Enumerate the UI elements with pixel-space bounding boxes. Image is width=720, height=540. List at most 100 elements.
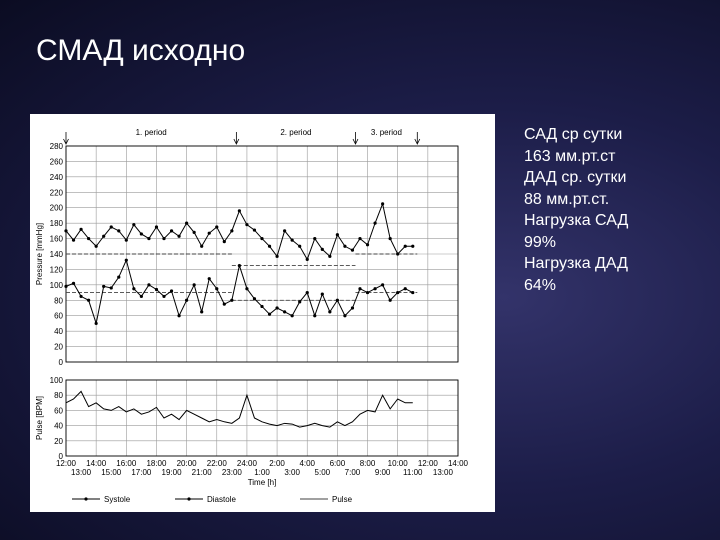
- systole-point: [335, 233, 339, 237]
- time-tick-label: 14:00: [86, 459, 107, 468]
- systole-point: [147, 236, 151, 241]
- period-marker-arrowhead: [233, 138, 240, 145]
- legend-diastole-label: Diastole: [207, 495, 236, 504]
- pressure-y-tick: 240: [50, 173, 64, 182]
- diastole-point: [132, 287, 136, 291]
- time-tick-label: 13:00: [71, 468, 92, 477]
- pressure-y-tick: 280: [50, 142, 64, 151]
- time-tick-label: 2:00: [269, 459, 285, 468]
- diastole-point: [230, 298, 234, 302]
- pressure-y-tick: 160: [50, 235, 64, 244]
- time-tick-label: 9:00: [375, 468, 391, 477]
- diastole-point: [139, 294, 143, 299]
- systole-point: [388, 236, 392, 241]
- pressure-y-axis-label: Pressure [mmHg]: [35, 223, 44, 285]
- period-label: 1. period: [136, 128, 167, 137]
- summary-line: Нагрузка САД: [524, 212, 629, 229]
- pulse-y-tick: 60: [54, 406, 63, 415]
- time-tick-label: 3:00: [284, 468, 300, 477]
- systole-point: [185, 221, 189, 225]
- pulse-y-tick: 0: [59, 452, 64, 461]
- time-tick-label: 13:00: [433, 468, 454, 477]
- systole-point: [222, 240, 226, 244]
- time-tick-label: 23:00: [222, 468, 243, 477]
- systole-point: [215, 225, 219, 229]
- diastole-point: [109, 286, 113, 290]
- diastole-point: [237, 263, 241, 268]
- summary-line: 88 мм.рт.ст.: [524, 190, 610, 208]
- systole-point: [64, 229, 68, 233]
- systole-point: [373, 221, 377, 225]
- diastole-point: [388, 298, 392, 302]
- systole-point: [396, 252, 400, 256]
- pulse-y-tick: 100: [50, 376, 64, 385]
- time-tick-label: 15:00: [101, 468, 122, 477]
- diastole-point: [365, 290, 370, 295]
- systole-point: [350, 248, 355, 252]
- legend-diastole-marker: [187, 497, 191, 501]
- pressure-y-tick: 0: [59, 358, 64, 367]
- pressure-y-tick: 60: [54, 312, 63, 321]
- diastole-point: [154, 287, 159, 292]
- diastole-point: [305, 290, 309, 295]
- time-tick-label: 16:00: [116, 459, 137, 468]
- systole-point: [139, 232, 143, 236]
- diastole-point: [222, 302, 226, 306]
- summary-line: 99%: [524, 233, 557, 251]
- time-axis-label: Time [h]: [248, 478, 277, 487]
- pressure-y-tick: 140: [50, 250, 64, 259]
- time-tick-label: 19:00: [162, 468, 183, 477]
- diastole-point: [252, 297, 257, 301]
- diastole-point: [87, 298, 91, 302]
- slide-title: СМАД исходно: [36, 34, 246, 67]
- diastole-point: [117, 275, 121, 279]
- time-tick-label: 12:00: [56, 459, 77, 468]
- systole-point: [230, 229, 234, 233]
- systole-point: [177, 234, 181, 238]
- pressure-y-tick: 260: [50, 157, 64, 166]
- diastole-point: [200, 310, 204, 314]
- diastole-point: [328, 310, 332, 314]
- diastole-point: [373, 287, 377, 291]
- summary-line: 163 мм.рт.ст: [524, 147, 616, 165]
- pulse-y-tick: 20: [54, 437, 63, 446]
- abpm-chart: 0 20 40 60 80 100 120 140 160 180 200 220 240 260 280 0…: [30, 114, 495, 512]
- systole-point: [109, 225, 113, 229]
- time-tick-label: 22:00: [207, 459, 228, 468]
- systole-point: [283, 229, 287, 233]
- time-tick-label: 1:00: [254, 468, 270, 477]
- pressure-y-tick: 180: [50, 219, 64, 228]
- time-tick-label: 11:00: [403, 468, 423, 477]
- diastole-point: [396, 290, 400, 295]
- summary-line: ДАД ср. сутки: [524, 169, 627, 186]
- time-tick-label: 7:00: [345, 468, 361, 477]
- diastole-point: [290, 314, 294, 318]
- time-tick-label: 12:00: [418, 459, 439, 468]
- systole-point: [328, 254, 332, 258]
- diastole-point: [94, 321, 98, 326]
- diastole-point: [215, 287, 219, 291]
- pulse-y-tick: 80: [54, 391, 63, 400]
- systole-point: [305, 257, 309, 261]
- pressure-y-tick: 40: [54, 327, 63, 336]
- diastole-point: [411, 290, 415, 295]
- period-label: 2. period: [280, 128, 311, 137]
- summary-line: Нагрузка ДАД: [524, 255, 628, 272]
- time-tick-label: 20:00: [177, 459, 198, 468]
- time-tick-label: 10:00: [388, 459, 409, 468]
- systole-point: [343, 244, 347, 248]
- diastole-point: [185, 298, 189, 302]
- systole-point: [154, 225, 159, 229]
- diastole-point: [260, 304, 264, 309]
- systole-point: [200, 244, 204, 248]
- diastole-point: [267, 312, 272, 316]
- diastole-point: [64, 284, 68, 288]
- time-tick-label: 5:00: [315, 468, 331, 477]
- systole-point: [207, 231, 211, 235]
- diastole-point: [102, 284, 106, 288]
- systole-point: [169, 229, 174, 233]
- diastole-point: [283, 310, 287, 314]
- period-label: 3. period: [371, 128, 402, 137]
- diastole-point: [358, 287, 362, 291]
- systole-point: [252, 228, 257, 232]
